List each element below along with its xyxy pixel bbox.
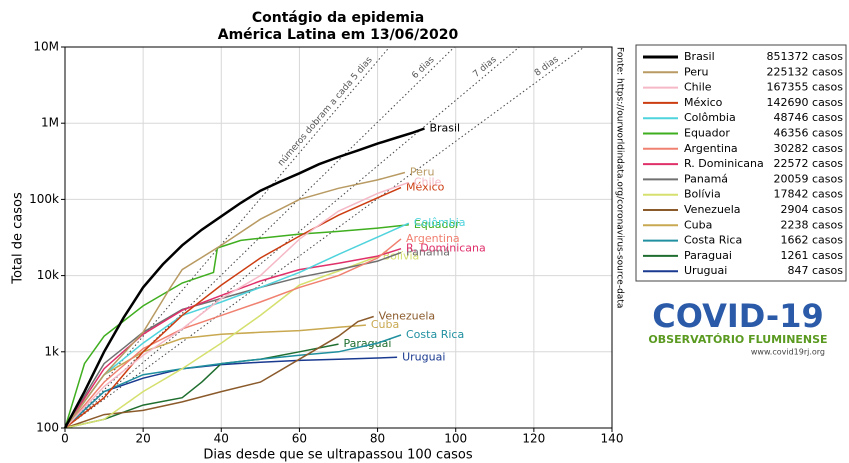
x-tick-label: 80 [370,432,385,446]
legend-label: México [684,96,723,109]
x-tick-label: 60 [292,432,307,446]
series-line [64,247,402,429]
series-line [63,127,425,429]
series-line [64,222,410,429]
logo-title: COVID-19 [652,297,823,335]
series-end-label: Equador [414,218,460,231]
logo-url: www.covid19rj.org [751,348,825,357]
series-line [64,181,410,429]
legend-value: 847 casos [788,264,844,277]
legend-label: Chile [684,81,712,94]
chart-title: Contágio da epidemia [252,10,424,26]
y-tick-label: 10k [37,268,59,282]
legend-label: Venezuela [684,203,741,216]
series-end-label: Panamá [406,246,450,259]
legend-value: 48746 casos [774,111,844,124]
series-line [64,255,378,429]
y-tick-label: 1M [41,116,59,130]
legend-box [635,44,847,282]
legend-label: Peru [684,65,709,78]
legend-value: 2238 casos [781,218,844,231]
series-line [64,343,339,429]
series-line [64,251,402,429]
series-end-label: Brasil [429,122,460,135]
reference-line [64,46,455,429]
legend-label: R. Dominicana [684,157,764,170]
plot-frame [64,46,613,429]
series-line [64,171,406,429]
y-tick-label: 1k [44,344,59,358]
reference-line [64,46,520,429]
legend-label: Panamá [684,172,728,185]
legend-value: 2904 casos [781,203,844,216]
legend-value: 167355 casos [767,81,844,94]
series-end-label: R. Dominicana [406,242,486,255]
legend-value: 46356 casos [774,127,844,140]
legend-label: Paraguai [684,249,732,262]
y-tick-label: 100 [36,421,59,435]
logo-subtitle: OBSERVATÓRIO FLUMINENSE [648,333,827,346]
legend-label: Costa Rica [684,234,742,247]
legend-value: 142690 casos [767,96,844,109]
legend-value: 22572 casos [774,157,844,170]
series-end-label: Cuba [371,318,399,331]
series-line [64,356,398,429]
series-end-label: México [406,181,445,194]
series-line [64,238,402,429]
legend-value: 20059 casos [774,172,844,185]
x-tick-label: 40 [214,432,229,446]
reference-line [64,46,585,429]
legend-label: Uruguai [684,264,727,277]
legend-label: Argentina [684,142,738,155]
y-axis-label: Total de casos [11,192,26,285]
legend-label: Cuba [684,218,712,231]
legend-label: Equador [684,127,730,140]
series-end-label: Peru [410,166,435,179]
legend-label: Colômbia [684,111,736,124]
legend-value: 1662 casos [781,234,844,247]
x-axis-label: Dias desde que se ultrapassou 100 casos [203,448,473,463]
x-tick-label: 0 [61,432,69,446]
legend-label: Bolívia [684,188,721,201]
legend-value: 225132 casos [767,65,844,78]
y-tick-label: 100k [29,192,59,206]
series-line [64,324,366,429]
series-line [64,315,374,429]
series-line [64,186,402,429]
series-end-label: Venezuela [379,310,436,323]
series-end-label: Costa Rica [406,328,464,341]
series-line [64,334,402,429]
series-end-label: Bolívia [383,249,420,262]
x-tick-label: 120 [522,432,545,446]
x-tick-label: 100 [444,432,467,446]
series-end-label: Chile [414,175,442,188]
x-tick-label: 20 [136,432,151,446]
legend-label: Brasil [684,50,715,63]
legend-value: 1261 casos [781,249,844,262]
series-end-label: Colômbia [414,216,466,229]
legend-value: 30282 casos [774,142,844,155]
legend-value: 17842 casos [774,188,844,201]
chart-subtitle: América Latina em 13/06/2020 [218,27,459,43]
reference-line [64,46,390,429]
y-tick-label: 10M [33,40,59,54]
x-tick-label: 140 [601,432,624,446]
series-end-label: Argentina [406,232,460,245]
legend-value: 851372 casos [767,50,844,63]
series-end-label: Paraguai [344,337,392,350]
plot-area [65,47,612,428]
series-end-label: Uruguai [402,350,445,363]
source-note: Fonte: https://ourworldindata.org/corona… [615,47,625,308]
